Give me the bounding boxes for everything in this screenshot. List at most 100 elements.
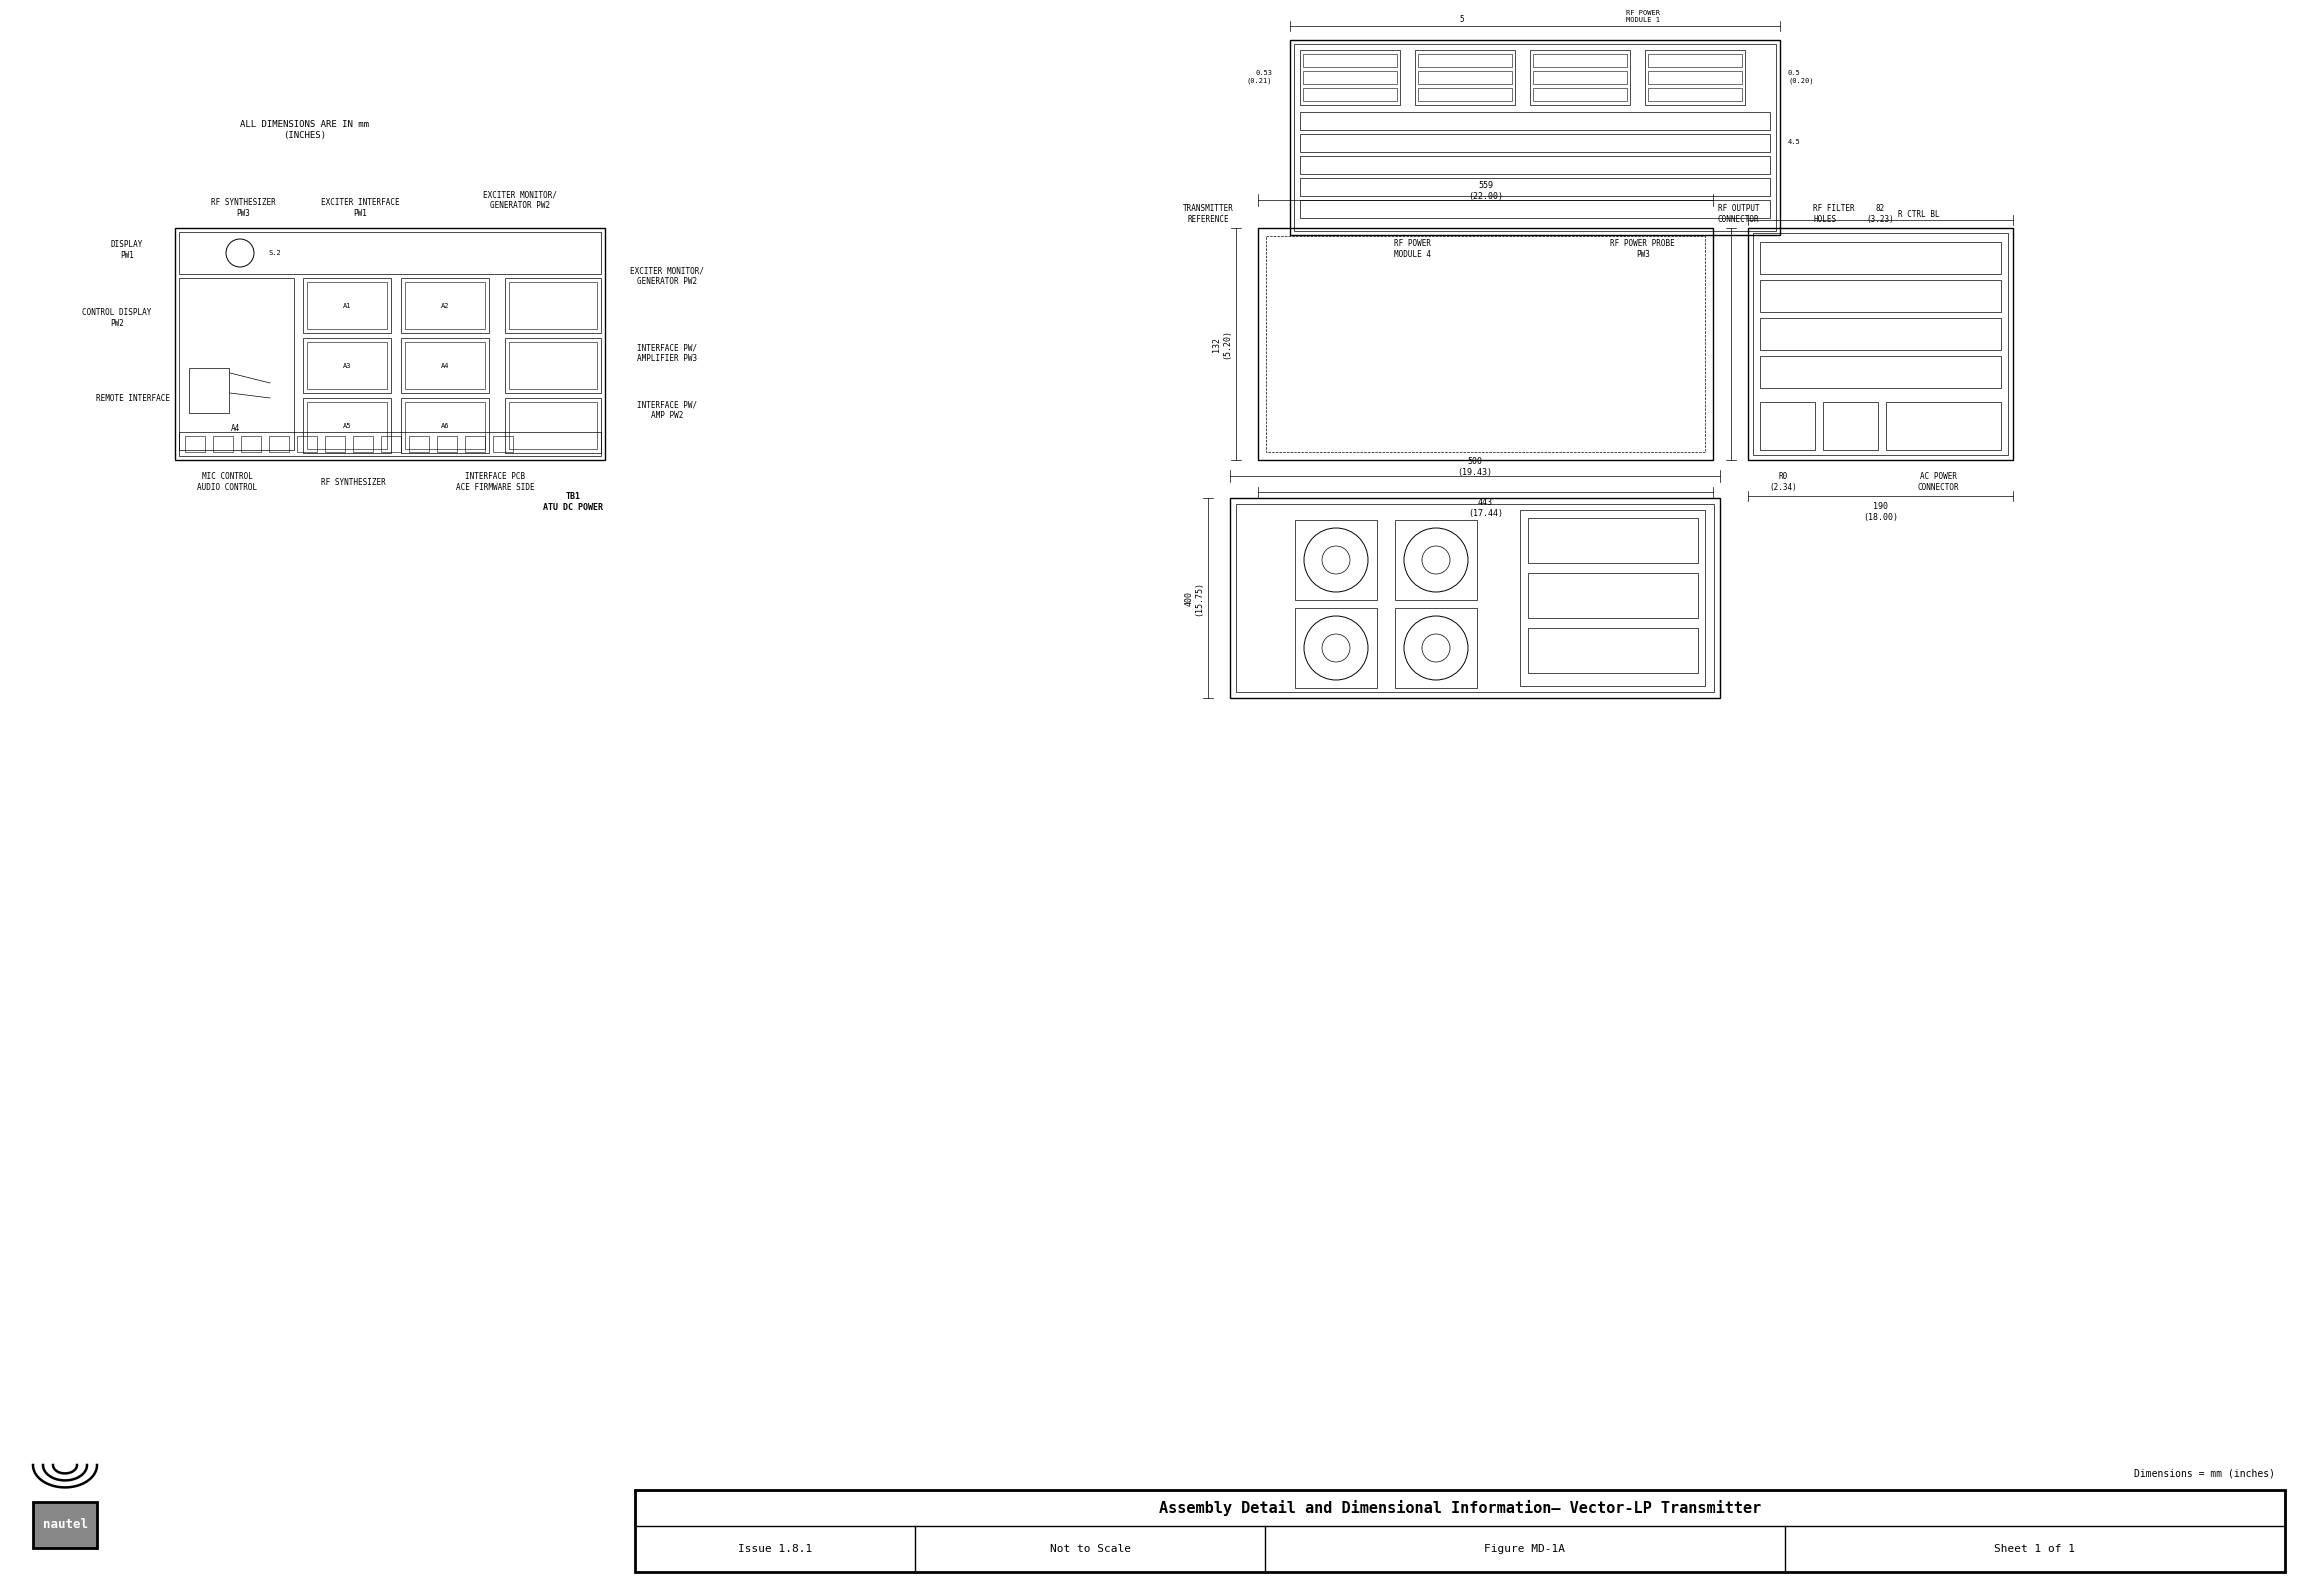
- Bar: [1300, 179, 1771, 196]
- Text: RF POWER
MODULE 4: RF POWER MODULE 4: [1395, 239, 1432, 259]
- Bar: [1520, 509, 1706, 687]
- Bar: [306, 342, 388, 389]
- Bar: [297, 437, 318, 452]
- Bar: [636, 1490, 2284, 1527]
- Bar: [506, 399, 601, 452]
- Text: R CTRL BL: R CTRL BL: [1899, 209, 1940, 218]
- Bar: [1290, 40, 1780, 236]
- Bar: [1300, 199, 1771, 218]
- Bar: [1302, 89, 1397, 101]
- Bar: [1395, 520, 1476, 600]
- Text: AC POWER
CONNECTOR: AC POWER CONNECTOR: [1917, 473, 1959, 492]
- Bar: [1752, 233, 2008, 456]
- Text: 82
(3.23): 82 (3.23): [1866, 204, 1894, 223]
- Text: RF FILTER
HOLES: RF FILTER HOLES: [1813, 204, 1854, 223]
- Text: A5: A5: [344, 422, 350, 429]
- Bar: [353, 437, 374, 452]
- Text: 400
(15.75): 400 (15.75): [1184, 581, 1205, 615]
- Bar: [1230, 498, 1720, 698]
- Bar: [304, 399, 390, 452]
- Text: RF POWER PROBE
PW3: RF POWER PROBE PW3: [1611, 239, 1676, 259]
- Bar: [1648, 89, 1743, 101]
- Bar: [1530, 51, 1629, 104]
- Bar: [1300, 157, 1771, 174]
- Bar: [179, 278, 295, 449]
- Bar: [1300, 112, 1771, 130]
- Text: EXCITER MONITOR/
GENERATOR PW2: EXCITER MONITOR/ GENERATOR PW2: [483, 190, 557, 210]
- Text: Figure MD-1A: Figure MD-1A: [1485, 1544, 1564, 1554]
- Text: 4.5: 4.5: [1787, 139, 1801, 146]
- Bar: [492, 437, 513, 452]
- Bar: [464, 437, 485, 452]
- Bar: [1418, 71, 1511, 84]
- Bar: [1532, 71, 1627, 84]
- Bar: [404, 342, 485, 389]
- Bar: [508, 342, 596, 389]
- Bar: [179, 233, 601, 274]
- Bar: [436, 437, 457, 452]
- Bar: [508, 402, 596, 449]
- Bar: [402, 399, 490, 452]
- Bar: [174, 228, 606, 460]
- Text: 0.53
(0.21): 0.53 (0.21): [1246, 70, 1272, 84]
- Bar: [1648, 54, 1743, 66]
- Text: 5: 5: [1460, 14, 1465, 24]
- Bar: [306, 402, 388, 449]
- Bar: [1265, 236, 1706, 452]
- Text: EXCITER MONITOR/
GENERATOR PW2: EXCITER MONITOR/ GENERATOR PW2: [629, 266, 703, 286]
- Text: 132
(5.20): 132 (5.20): [1212, 329, 1232, 359]
- Bar: [306, 282, 388, 329]
- Text: INTERFACE PW/
AMPLIFIER PW3: INTERFACE PW/ AMPLIFIER PW3: [636, 343, 696, 362]
- Text: 0.5
(0.20): 0.5 (0.20): [1787, 70, 1813, 84]
- Text: EXCITER INTERFACE
PW1: EXCITER INTERFACE PW1: [320, 198, 399, 218]
- Bar: [381, 437, 402, 452]
- Text: TB1
ATU DC POWER: TB1 ATU DC POWER: [543, 492, 603, 511]
- Bar: [1759, 318, 2001, 350]
- Bar: [402, 339, 490, 392]
- Bar: [506, 339, 601, 392]
- Bar: [506, 278, 601, 332]
- Bar: [1237, 505, 1713, 691]
- Text: R0
(2.34): R0 (2.34): [1769, 473, 1796, 492]
- Bar: [179, 432, 601, 456]
- Bar: [404, 282, 485, 329]
- Bar: [1887, 402, 2001, 449]
- Bar: [1300, 51, 1400, 104]
- Text: RF SYNTHESIZER
PW3: RF SYNTHESIZER PW3: [211, 198, 276, 218]
- Bar: [1759, 402, 1815, 449]
- Bar: [1418, 54, 1511, 66]
- Text: Not to Scale: Not to Scale: [1049, 1544, 1130, 1554]
- Bar: [188, 369, 230, 413]
- Bar: [1759, 242, 2001, 274]
- Bar: [1532, 89, 1627, 101]
- Bar: [408, 437, 429, 452]
- Text: REMOTE INTERFACE: REMOTE INTERFACE: [95, 394, 169, 402]
- Text: 443
(17.44): 443 (17.44): [1467, 498, 1504, 517]
- Bar: [32, 1501, 97, 1549]
- Text: A4: A4: [230, 424, 239, 432]
- Bar: [1300, 134, 1771, 152]
- Text: ALL DIMENSIONS ARE IN mm
(INCHES): ALL DIMENSIONS ARE IN mm (INCHES): [241, 120, 369, 139]
- Bar: [186, 437, 204, 452]
- Bar: [304, 339, 390, 392]
- Text: A1: A1: [344, 304, 350, 308]
- Bar: [636, 1490, 2284, 1573]
- Bar: [1527, 628, 1699, 672]
- Text: RF SYNTHESIZER: RF SYNTHESIZER: [320, 478, 385, 487]
- Bar: [304, 278, 390, 332]
- Text: DISPLAY
PW1: DISPLAY PW1: [111, 240, 144, 259]
- Text: Issue 1.8.1: Issue 1.8.1: [738, 1544, 812, 1554]
- Text: Dimensions = mm (inches): Dimensions = mm (inches): [2133, 1468, 2275, 1478]
- Bar: [1395, 607, 1476, 688]
- Text: Assembly Detail and Dimensional Information– Vector-LP Transmitter: Assembly Detail and Dimensional Informat…: [1158, 1500, 1762, 1516]
- Bar: [1416, 51, 1516, 104]
- Bar: [269, 437, 290, 452]
- Bar: [1822, 402, 1878, 449]
- Bar: [1759, 280, 2001, 312]
- Bar: [1532, 54, 1627, 66]
- Text: TRANSMITTER
REFERENCE: TRANSMITTER REFERENCE: [1184, 204, 1232, 223]
- Text: A4: A4: [441, 362, 450, 369]
- Bar: [241, 437, 260, 452]
- Bar: [1648, 71, 1743, 84]
- Bar: [1295, 520, 1376, 600]
